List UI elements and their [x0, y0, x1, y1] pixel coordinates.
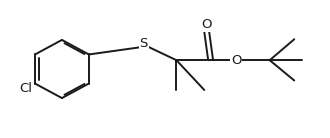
Text: Cl: Cl — [19, 82, 32, 95]
Text: S: S — [140, 38, 148, 51]
Text: O: O — [231, 54, 242, 67]
Text: O: O — [202, 18, 212, 31]
